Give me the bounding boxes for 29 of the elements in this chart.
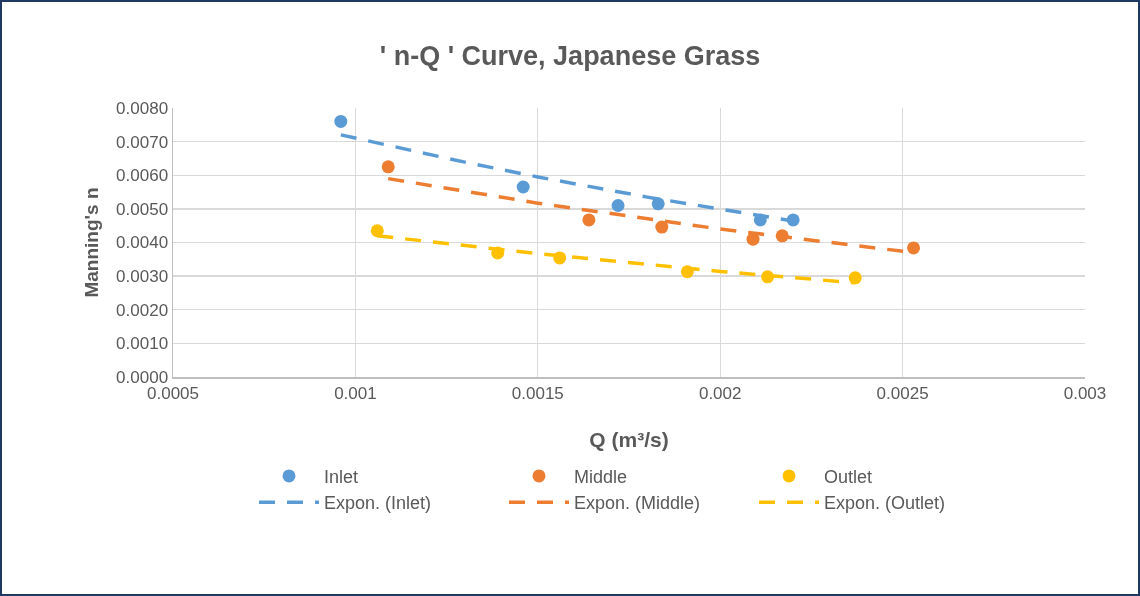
y-tick-label: 0.0020 — [116, 300, 169, 320]
y-tick-label: 0.0050 — [116, 199, 169, 219]
y-tick-label: 0.0040 — [116, 233, 169, 253]
x-tick-label: 0.002 — [698, 383, 742, 403]
legend-label: Inlet — [324, 466, 359, 487]
y-tick-label: 0.0060 — [116, 166, 169, 186]
point — [582, 213, 596, 227]
point — [611, 199, 625, 212]
point — [655, 220, 669, 234]
x-tick-label: 0.0015 — [511, 383, 564, 403]
y-tick-label: 0.0070 — [116, 132, 169, 152]
y-tick-label: 0.0080 — [116, 98, 169, 118]
legend-label: Expon. (Inlet) — [324, 493, 432, 514]
y-axis-title: Manning's n — [81, 187, 103, 298]
legend-label: Middle — [574, 466, 628, 487]
point — [907, 241, 921, 255]
x-tick-label: 0.001 — [334, 383, 377, 403]
point — [381, 160, 395, 174]
x-axis-title: Q (m³/s) — [589, 427, 669, 451]
point — [516, 180, 530, 194]
x-tick-label: 0.0025 — [876, 383, 929, 403]
chart-title: ' n-Q ' Curve, Japanese Grass — [379, 40, 761, 71]
legend-label: Expon. (Outlet) — [824, 493, 946, 514]
legend-label: Outlet — [824, 466, 873, 487]
legend-label: Expon. (Middle) — [574, 493, 701, 514]
y-tick-label: 0.0030 — [116, 267, 169, 287]
x-tick-label: 0.003 — [1063, 383, 1107, 403]
y-tick-label: 0.0010 — [116, 334, 169, 354]
point — [334, 114, 348, 128]
